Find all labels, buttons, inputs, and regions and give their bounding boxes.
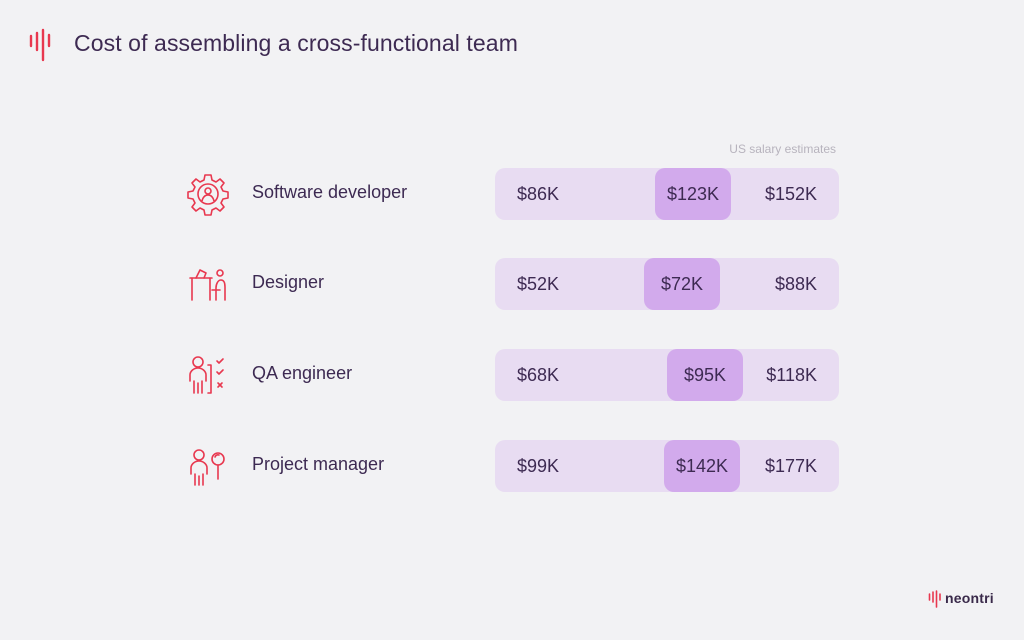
neontri-logo-mark <box>29 28 51 62</box>
role-label: Designer <box>252 272 325 292</box>
salary-range-bar: $52K $72K $88K <box>495 258 839 310</box>
salary-range-bar: $68K $95K $118K <box>495 349 839 401</box>
salary-low: $99K <box>517 456 560 476</box>
table-row: QA engineer $68K $95K $118K <box>0 349 1024 401</box>
salary-range-bar: $86K $123K $152K <box>495 168 839 220</box>
designer-desk-icon <box>189 269 226 301</box>
salary-median: $95K <box>667 349 743 401</box>
table-row: Project manager $99K $142K $177K <box>0 440 1024 492</box>
salary-low: $52K <box>517 274 560 294</box>
salary-high: $152K <box>764 184 817 204</box>
role-label: QA engineer <box>252 363 353 383</box>
gear-person-icon <box>187 174 229 216</box>
qa-checklist-icon <box>189 356 224 394</box>
salary-median: $72K <box>644 258 720 310</box>
role-label: Project manager <box>252 454 385 474</box>
salary-high: $118K <box>766 365 817 385</box>
salary-median: $142K <box>664 440 740 492</box>
neontri-logo-mark <box>928 590 941 608</box>
salary-range-bar: $99K $142K $177K <box>495 440 839 492</box>
brand-wordmark: neontri <box>945 590 994 606</box>
page-title: Cost of assembling a cross-functional te… <box>74 30 518 56</box>
salary-low: $68K <box>517 365 560 385</box>
table-row: Software developer $86K $123K $152K <box>0 168 1024 220</box>
salary-note: US salary estimates <box>729 142 836 156</box>
salary-median: $123K <box>655 168 731 220</box>
salary-low: $86K <box>517 184 560 204</box>
salary-high: $177K <box>764 456 817 476</box>
role-label: Software developer <box>252 182 408 202</box>
salary-high: $88K <box>774 274 817 294</box>
table-row: Designer $52K $72K $88K <box>0 258 1024 310</box>
manager-magnifier-icon <box>190 449 225 486</box>
